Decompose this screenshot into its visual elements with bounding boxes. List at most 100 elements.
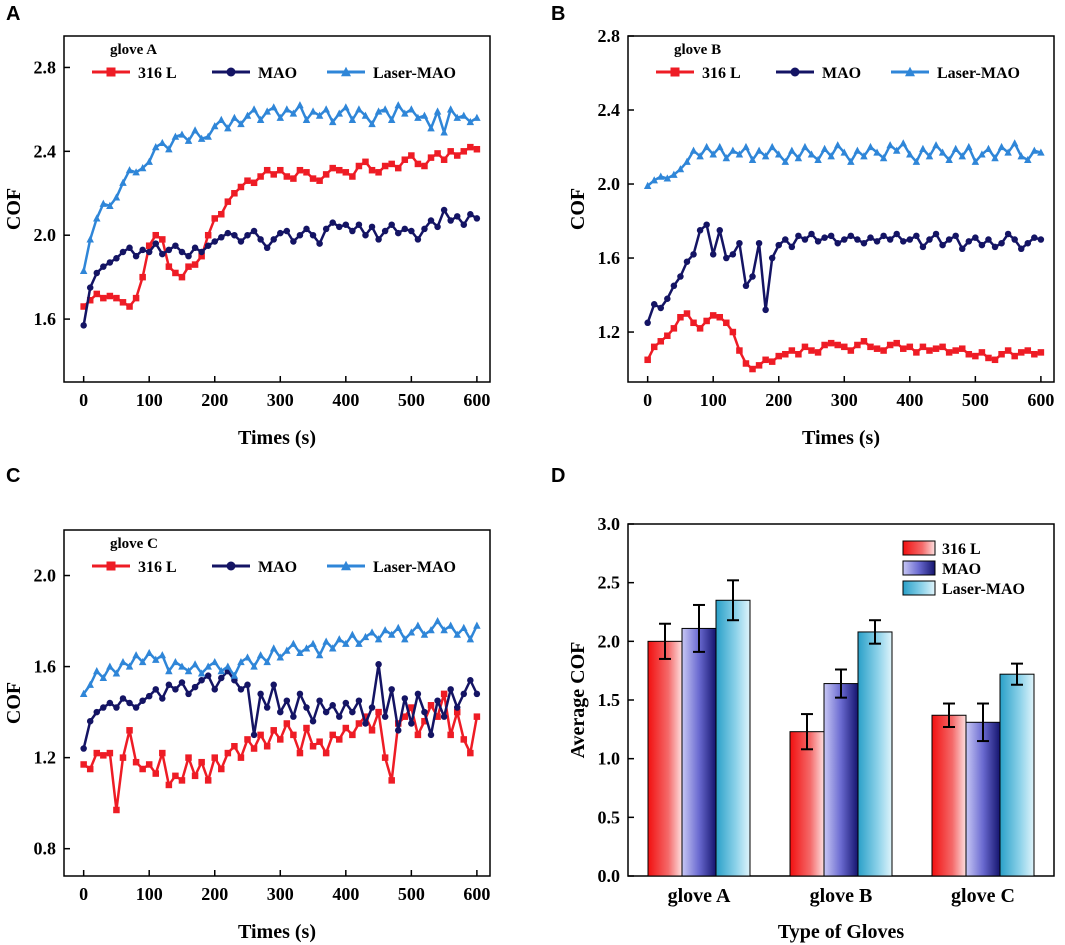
data-point-mao	[808, 230, 815, 238]
data-point-laser	[1017, 152, 1025, 160]
data-point-s316	[86, 296, 94, 304]
data-point-s316	[768, 358, 776, 365]
data-point-laser	[243, 111, 252, 119]
data-point-s316	[388, 777, 395, 784]
data-point-s316	[814, 349, 822, 356]
data-point-laser	[106, 662, 114, 670]
data-point-s316	[932, 345, 940, 352]
data-point-s316	[309, 175, 317, 182]
data-point-s316	[290, 175, 297, 182]
y-tick-label: 2.0	[34, 566, 57, 586]
y-tick-label: 2.0	[598, 631, 621, 651]
data-point-s316	[139, 273, 146, 281]
data-point-mao	[178, 248, 186, 256]
data-point-mao	[900, 238, 907, 245]
data-point-s316	[362, 713, 369, 720]
data-point-mao	[270, 681, 277, 689]
data-point-laser	[702, 142, 711, 151]
data-point-laser	[145, 157, 153, 165]
data-point-laser	[204, 132, 212, 140]
data-point-s316	[145, 761, 153, 768]
data-point-s316	[965, 350, 973, 358]
data-point-s316	[408, 152, 415, 159]
data-point-mao	[677, 273, 684, 280]
y-tick-label: 0.8	[34, 839, 57, 859]
data-point-mao	[290, 713, 297, 720]
legend-title: glove A	[110, 42, 157, 58]
data-point-mao	[113, 255, 120, 262]
data-point-mao	[283, 227, 291, 235]
data-point-laser	[453, 113, 461, 121]
data-point-s316	[401, 713, 409, 720]
data-point-laser	[165, 667, 173, 675]
legend-label-s316: 316 L	[138, 559, 177, 576]
data-point-s316	[355, 720, 363, 727]
data-point-laser	[328, 644, 337, 652]
data-point-s316	[847, 347, 855, 354]
data-point-s316	[972, 352, 979, 360]
data-point-s316	[191, 261, 199, 268]
data-point-s316	[224, 198, 232, 205]
data-point-mao	[473, 215, 481, 222]
data-point-s316	[100, 294, 107, 302]
data-point-laser	[112, 669, 121, 677]
data-point-s316	[991, 356, 999, 364]
data-point-s316	[873, 345, 881, 352]
data-point-mao	[218, 674, 225, 682]
data-point-s316	[860, 338, 868, 345]
data-point-s316	[100, 752, 107, 759]
data-point-laser	[460, 623, 468, 631]
x-tick-label: 0	[79, 390, 88, 410]
data-point-laser	[283, 105, 291, 113]
data-point-mao	[401, 695, 409, 702]
data-point-laser	[860, 152, 868, 160]
data-point-laser	[820, 144, 829, 152]
data-point-s316	[257, 731, 264, 739]
data-point-mao	[736, 239, 743, 247]
data-point-mao	[788, 243, 796, 251]
data-point-s316	[349, 731, 356, 739]
data-point-s316	[349, 173, 356, 180]
data-point-mao	[381, 713, 389, 720]
y-tick-label: 2.4	[598, 100, 621, 120]
data-point-mao	[453, 213, 461, 220]
legend-marker-s316	[106, 561, 116, 571]
legend-label-laser: Laser-MAO	[373, 559, 456, 576]
data-point-s316	[664, 332, 671, 339]
data-point-s316	[80, 761, 87, 768]
data-point-s316	[440, 156, 448, 163]
data-point-mao	[191, 244, 199, 252]
legend-marker-laser	[341, 560, 351, 571]
data-point-s316	[696, 325, 704, 332]
data-point-mao	[401, 225, 409, 233]
data-point-laser	[197, 669, 206, 677]
data-point-s316	[677, 313, 684, 321]
data-point-mao	[316, 240, 323, 247]
data-point-laser	[93, 667, 101, 675]
data-point-s316	[178, 273, 186, 281]
data-point-mao	[467, 210, 474, 218]
data-point-laser	[433, 107, 442, 115]
data-point-laser	[99, 199, 108, 207]
legend-label-laser: Laser-MAO	[942, 581, 1025, 598]
data-point-laser	[657, 172, 665, 180]
data-point-mao	[316, 697, 323, 704]
data-point-laser	[440, 128, 448, 136]
data-point-s316	[152, 770, 160, 777]
data-point-laser	[374, 107, 383, 115]
data-point-s316	[736, 347, 743, 354]
data-point-mao	[709, 251, 717, 258]
data-point-laser	[204, 662, 212, 670]
x-tick-label: 200	[201, 884, 228, 904]
data-point-s316	[132, 758, 140, 766]
data-point-s316	[775, 352, 782, 360]
data-point-mao	[991, 243, 999, 251]
data-point-s316	[165, 781, 173, 789]
data-point-s316	[926, 347, 933, 354]
data-point-s316	[1011, 352, 1018, 360]
data-point-s316	[1004, 347, 1012, 354]
data-point-laser	[827, 152, 835, 160]
data-point-mao	[185, 252, 192, 260]
data-point-s316	[644, 356, 651, 364]
data-point-mao	[86, 717, 94, 725]
